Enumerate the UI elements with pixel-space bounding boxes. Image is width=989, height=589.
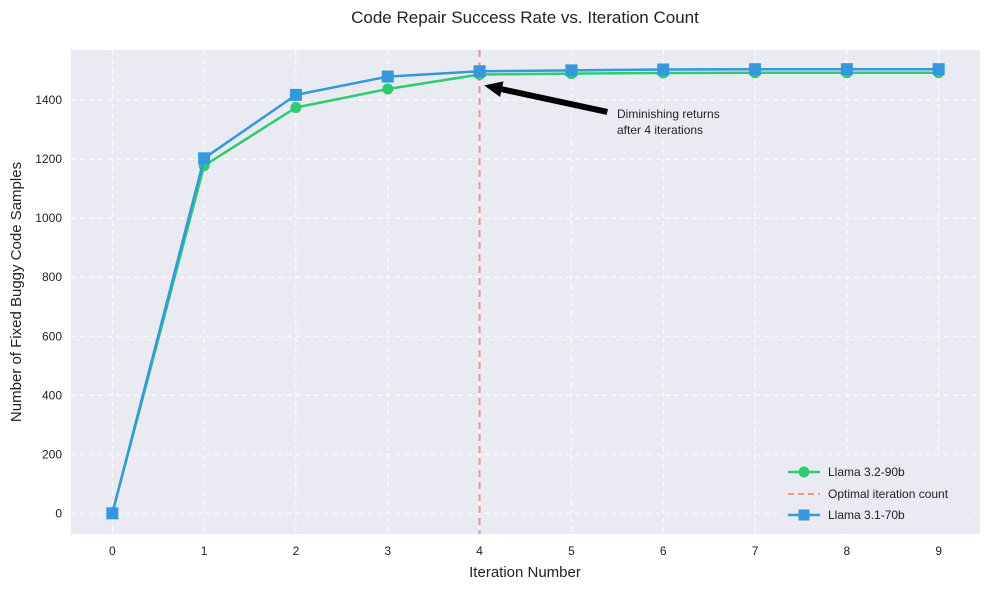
y-tick-label: 800 [42, 270, 62, 284]
annotation-arrow-shaft [501, 86, 608, 115]
legend-label-series-1: Llama 3.2-90b [828, 465, 905, 479]
data-point-series-2 [289, 88, 302, 101]
y-tick-label: 1000 [35, 211, 62, 225]
chart-title: Code Repair Success Rate vs. Iteration C… [351, 8, 699, 27]
data-point-series-2 [473, 65, 486, 78]
x-tick-label: 8 [844, 544, 851, 558]
y-tick-label: 1200 [35, 152, 62, 166]
x-tick-label: 9 [935, 544, 942, 558]
data-point-series-2 [565, 64, 578, 77]
data-point-series-2 [840, 63, 853, 76]
series-line-2 [111, 67, 939, 514]
annotation-arrow-head [484, 81, 504, 98]
x-axis-title: Iteration Number [469, 564, 581, 581]
annotation: Diminishing returns after 4 iterations [484, 81, 720, 137]
annotation-text-line2: after 4 iterations [617, 123, 703, 137]
y-tick-label: 0 [55, 506, 62, 520]
data-point-series-2 [198, 152, 211, 165]
legend-label-reference: Optimal iteration count [828, 487, 949, 501]
data-point-series-1 [382, 83, 394, 95]
annotation-text-line1: Diminishing returns [617, 107, 720, 121]
x-axis: 0 1 2 3 4 5 6 7 8 9 [109, 544, 942, 558]
data-point-series-2 [749, 63, 762, 76]
x-tick-label: 3 [384, 544, 391, 558]
x-tick-label: 2 [293, 544, 300, 558]
x-tick-label: 0 [109, 544, 116, 558]
data-point-series-2 [932, 63, 945, 76]
y-axis: 0 200 400 600 800 1000 1200 1400 [35, 93, 62, 520]
legend: Llama 3.2-90b Optimal iteration count Ll… [778, 455, 974, 531]
legend-label-series-2: Llama 3.1-70b [828, 508, 905, 522]
x-tick-label: 6 [660, 544, 667, 558]
y-tick-label: 600 [42, 329, 62, 343]
x-tick-label: 5 [568, 544, 575, 558]
data-point-series-1 [290, 102, 302, 114]
legend-marker-series-1 [798, 466, 810, 478]
series-group [106, 63, 945, 520]
y-tick-label: 200 [42, 447, 62, 461]
y-tick-label: 400 [42, 388, 62, 402]
legend-box [778, 455, 974, 531]
data-point-series-2 [106, 507, 119, 520]
legend-marker-series-2 [798, 509, 810, 521]
plot-background [71, 50, 980, 534]
data-point-series-2 [657, 63, 670, 76]
grid [71, 50, 980, 534]
series-line-1 [111, 71, 939, 514]
x-tick-label: 4 [476, 544, 483, 558]
y-tick-label: 1400 [35, 93, 62, 107]
y-axis-title: Number of Fixed Buggy Code Samples [8, 162, 25, 422]
x-tick-label: 7 [752, 544, 759, 558]
data-point-series-2 [381, 70, 394, 83]
x-tick-label: 1 [201, 544, 208, 558]
